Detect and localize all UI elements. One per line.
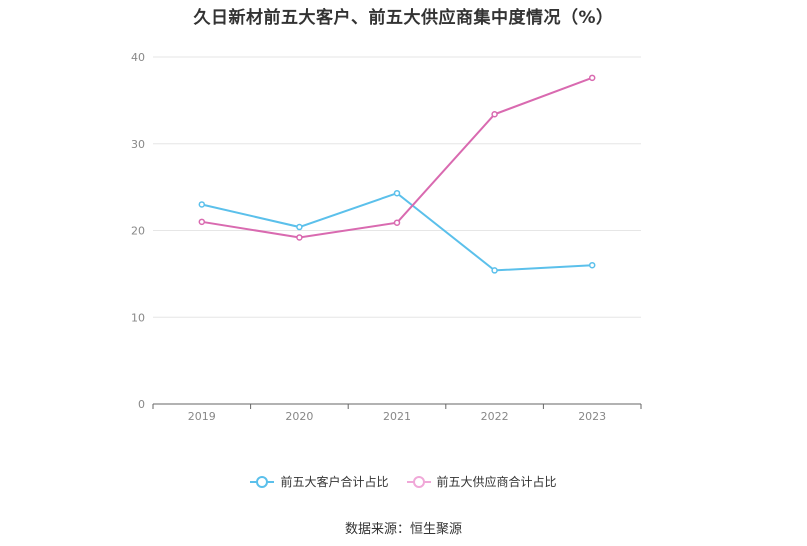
data-point-s1-2023 [588,74,596,82]
x-tick-label-2020: 2020 [285,410,313,423]
y-tick-label-40: 40 [131,51,145,64]
legend-marker-suppliers-icon [406,475,431,488]
chart-legend: 前五大客户合计占比 前五大供应商合计占比 [0,473,807,490]
series-line-1 [201,76,593,239]
data-point-s0-2020 [296,223,303,231]
legend-label-suppliers: 前五大供应商合计占比 [436,475,557,489]
data-point-s0-2021 [393,189,401,197]
data-point-s1-2019 [198,218,206,226]
y-tick-label-20: 20 [131,225,145,238]
x-tick-label-2022: 2022 [481,410,509,423]
y-tick-label-30: 30 [131,138,145,151]
legend-marker-customers-icon [250,475,275,488]
x-tick-label-2021: 2021 [383,410,411,423]
data-source: 数据来源：恒生聚源 [344,522,462,537]
data-point-s0-2023 [588,261,596,269]
data-point-s0-2022 [491,267,498,274]
legend-item-suppliers[interactable]: 前五大供应商合计占比 [406,473,557,490]
y-tick-label-0: 0 [138,398,145,411]
data-point-s0-2019 [198,201,206,208]
data-point-s1-2021 [393,219,401,226]
chart-title: 久日新材前五大客户、前五大供应商集中度情况（%） [193,8,614,28]
y-tick-label-10: 10 [131,311,145,324]
x-tick-label-2019: 2019 [188,410,216,423]
data-point-s1-2022 [491,111,498,118]
data-point-s1-2020 [296,234,303,241]
legend-item-customers[interactable]: 前五大客户合计占比 [250,473,389,490]
legend-label-customers: 前五大客户合计占比 [280,475,389,489]
x-tick-label-2023: 2023 [578,410,606,423]
